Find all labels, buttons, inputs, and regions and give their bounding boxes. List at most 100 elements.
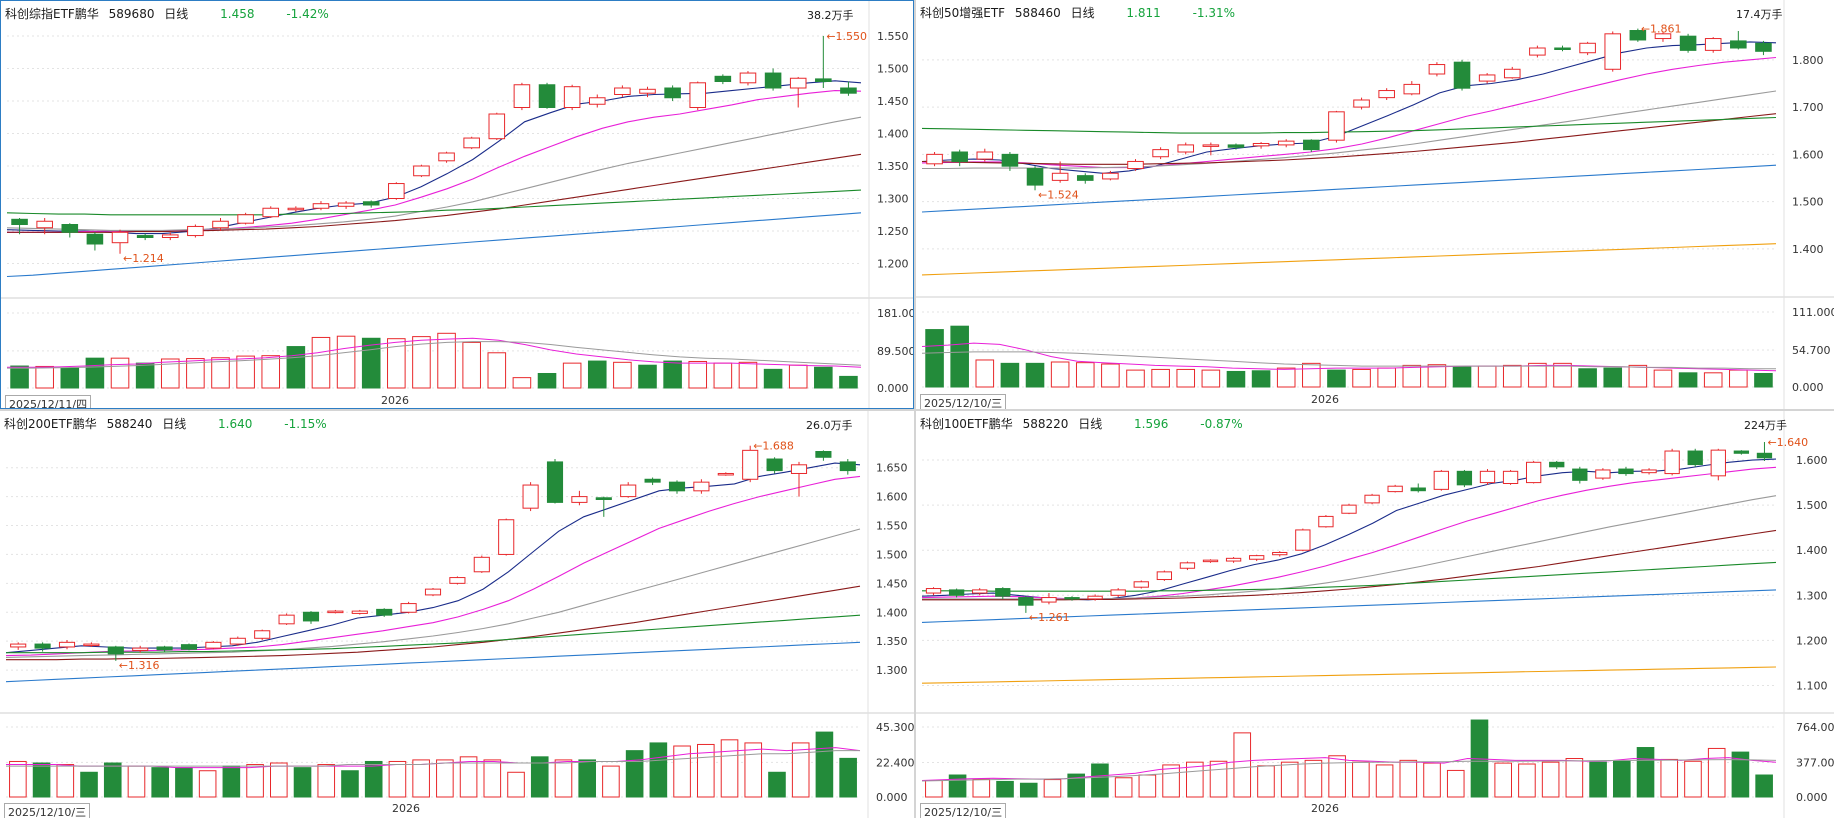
candle-body: [1428, 64, 1446, 75]
candle-body: [1152, 149, 1169, 158]
candle-body: [413, 165, 430, 177]
volume-bar: [1528, 362, 1547, 388]
volume-tick-label: 377.000: [1796, 756, 1834, 769]
volume-tick-label: 45.300: [876, 721, 914, 734]
volume-bar: [1636, 747, 1655, 798]
price-tick-label: 1.450: [876, 577, 908, 590]
ma-line: [5, 475, 861, 657]
ma-line: [7, 153, 862, 233]
volume-bar: [32, 762, 51, 798]
volume-bar: [80, 771, 98, 798]
candle-body: [187, 225, 204, 237]
price-tick-label: 1.550: [876, 520, 908, 533]
candle-body: [1378, 90, 1395, 99]
year-label: 2026: [1311, 802, 1339, 815]
ma-line: [6, 585, 861, 661]
candle-body: [714, 75, 732, 83]
fund-name: 科创50增强ETF: [920, 6, 1006, 20]
chart-header: 科创50增强ETF 588460 日线 1.811 -1.31%: [920, 4, 1241, 21]
candle-body: [764, 72, 782, 89]
volume-bar: [336, 335, 356, 389]
candle-body: [312, 203, 330, 209]
volume-bar: [1201, 369, 1221, 388]
price-tick-label: 1.650: [876, 462, 908, 475]
candle-body: [925, 588, 942, 594]
volume-bar: [1050, 361, 1070, 388]
chart-panel-1[interactable]: 1.800 1.700 1.600 1.500 1.400 111.000 54.700 0.…: [916, 0, 1834, 409]
volume-bar: [103, 762, 122, 798]
candle-body: [1225, 557, 1242, 562]
candlestick-svg-0: 1.550 1.500 1.450 1.400 1.350 1.300 1.250 1.200…: [1, 1, 914, 408]
candle-body: [1654, 33, 1672, 40]
volume-bar: [1067, 773, 1085, 798]
chart-panel-2[interactable]: 1.650 1.600 1.550 1.500 1.450 1.400 1.350 1.300…: [0, 411, 914, 818]
volume-bar: [1707, 747, 1726, 798]
candle-body: [1202, 559, 1219, 563]
chart-panel-3[interactable]: 1.600 1.500 1.400 1.300 1.200 1.100 764.000 377…: [916, 411, 1834, 818]
volume-tick-label: 764.000: [1796, 721, 1834, 734]
volume-bar: [1276, 367, 1296, 388]
volume-bar: [56, 764, 75, 798]
candle-body: [424, 588, 442, 596]
candle-body: [1710, 449, 1726, 477]
candle-body: [302, 611, 320, 622]
volume-unit-label: 26.0万手: [806, 419, 853, 432]
volume-bar: [1446, 769, 1465, 798]
volume-bar: [462, 341, 481, 389]
volume-bar: [341, 770, 359, 798]
candle-body: [839, 461, 856, 472]
volume-bar: [1427, 364, 1447, 388]
candle-body: [351, 610, 368, 614]
candle-body: [111, 231, 129, 244]
volume-bar: [1754, 372, 1773, 388]
candle-body: [1076, 175, 1094, 181]
candle-body: [1687, 450, 1703, 466]
candle-body: [1403, 83, 1421, 95]
volume-bar: [412, 759, 430, 798]
fund-name: 科创100ETF鹏华: [920, 417, 1013, 431]
price-tick-label: 1.400: [1796, 544, 1828, 557]
volume-bar: [1502, 364, 1522, 388]
volume-bar: [1377, 367, 1396, 388]
chart-panel-0[interactable]: 1.550 1.500 1.450 1.400 1.350 1.300 1.250 1.200…: [0, 0, 914, 409]
volume-bar: [537, 372, 557, 389]
volume-bar: [763, 368, 783, 389]
volume-tick-label: 89.500: [877, 345, 914, 358]
candle-body: [205, 641, 222, 649]
volume-bar: [175, 767, 193, 798]
candle-body: [926, 153, 943, 165]
candle-body: [1456, 470, 1473, 486]
volume-bar: [1553, 362, 1572, 388]
volume-bar: [1518, 763, 1536, 798]
volume-bar: [1126, 369, 1145, 388]
candle-body: [689, 82, 707, 109]
volume-bar: [1755, 774, 1773, 798]
volume-bar: [613, 361, 632, 389]
volume-bar: [720, 739, 739, 798]
candle-body: [1629, 30, 1647, 41]
price-tick-label: 1.600: [1796, 454, 1828, 467]
period-label: 日线: [1078, 417, 1103, 431]
candle-body: [546, 461, 564, 503]
volume-bar: [1729, 369, 1748, 388]
volume-bar: [459, 756, 478, 798]
candle-body: [588, 97, 606, 105]
date-label: 2025/12/10/三: [4, 803, 91, 818]
ma-line: [921, 243, 1777, 276]
candle-body: [1087, 595, 1103, 600]
volume-bar: [744, 742, 763, 798]
volume-bar: [948, 774, 967, 798]
candle-body: [1110, 589, 1126, 596]
volume-bar: [10, 365, 29, 389]
volume-bar: [364, 760, 383, 798]
volume-unit-label: 38.2万手: [807, 9, 854, 22]
candle-body: [1604, 33, 1622, 70]
low-price-annotation: ←1.261: [1029, 611, 1070, 624]
volume-bar: [270, 762, 288, 798]
candle-body: [1064, 597, 1080, 600]
volume-bar: [9, 760, 27, 798]
candle-body: [1364, 494, 1380, 504]
volume-bar: [972, 778, 991, 798]
candle-body: [951, 151, 968, 162]
volume-bar: [487, 352, 507, 389]
